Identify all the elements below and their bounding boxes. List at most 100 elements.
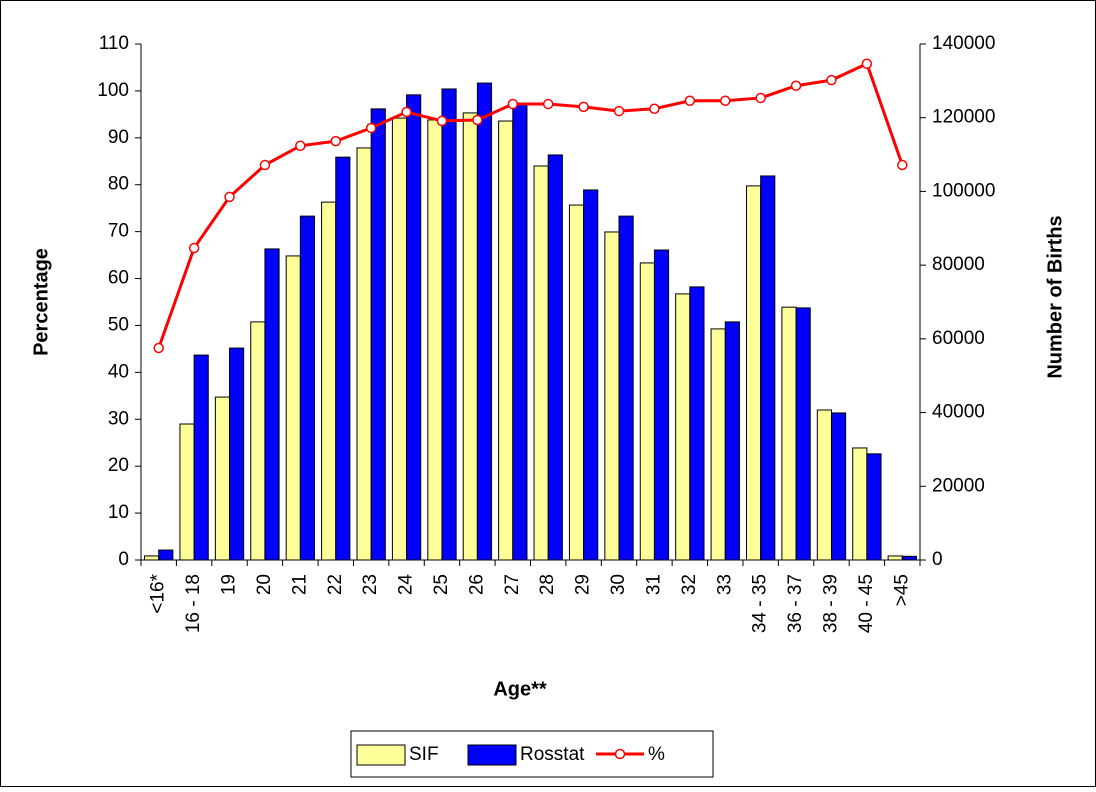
line-marker [755, 92, 766, 104]
bar [370, 108, 386, 561]
bar [653, 249, 670, 561]
bar [512, 103, 528, 561]
bar [250, 321, 266, 561]
bar [639, 262, 655, 561]
bar [547, 154, 563, 561]
x-tick-label: 36 - 37 [785, 574, 806, 633]
y-tick-label: 90 [108, 127, 129, 148]
line-marker [401, 106, 412, 118]
line-marker [330, 135, 341, 147]
line-marker [684, 95, 696, 107]
bar [406, 94, 422, 561]
bar [214, 396, 231, 561]
bar [533, 165, 549, 561]
y-tick-label: 40 [108, 361, 129, 382]
bar [618, 215, 634, 561]
line-marker [790, 80, 802, 91]
line [157, 61, 904, 349]
line-marker [259, 159, 271, 171]
x-tick-label: 21 [289, 574, 310, 595]
bar [498, 120, 514, 561]
y2-tick-label: 80000 [932, 254, 985, 275]
x-tick-label: 24 [396, 574, 417, 596]
line-marker [365, 122, 377, 134]
line-marker [613, 105, 625, 117]
x-tick-label: 19 [219, 574, 240, 595]
x-tick-label: <16* [148, 573, 169, 613]
y-tick-label: 110 [99, 33, 129, 54]
line-marker [578, 101, 589, 113]
y-tick-label: 0 [118, 549, 129, 570]
bar [830, 412, 847, 561]
legend-swatch [467, 744, 517, 766]
y-tick-label: 30 [108, 408, 129, 429]
bar [795, 307, 811, 561]
bar [299, 215, 316, 561]
bar [158, 549, 174, 561]
y-tick-label: 10 [108, 502, 129, 523]
line-marker [507, 98, 519, 110]
line-marker [897, 159, 908, 171]
x-tick-label: 27 [502, 574, 523, 595]
line-marker [295, 140, 306, 152]
bar [427, 119, 443, 561]
y-tick-label: 60 [108, 268, 129, 289]
bar [816, 409, 832, 561]
bar [852, 447, 868, 561]
y2-tick-label: 60000 [932, 328, 985, 349]
x-tick-label: 31 [643, 574, 664, 595]
bar [887, 555, 903, 561]
y2-tick-label: 120000 [932, 107, 995, 128]
bar [745, 185, 762, 561]
y-tick-label: 70 [108, 221, 129, 242]
x-tick-label: 28 [537, 574, 558, 595]
line-marker [720, 95, 731, 107]
bar [229, 347, 245, 561]
bar [285, 255, 301, 561]
x-tick-label: >45 [891, 574, 912, 606]
line-marker [826, 74, 837, 86]
x-tick-label: 23 [360, 574, 381, 595]
y2-axis-title: Number of Births [1044, 215, 1066, 378]
legend-swatch [356, 744, 406, 766]
bar [144, 555, 160, 561]
bar [568, 204, 585, 561]
line-marker [649, 103, 660, 114]
bar [901, 555, 917, 561]
bar [441, 88, 457, 561]
bar [710, 328, 726, 561]
x-tick-label: 33 [714, 574, 735, 595]
bar [781, 306, 797, 561]
x-tick-label: 34 - 35 [750, 574, 771, 633]
y-tick-label: 100 [97, 80, 129, 101]
x-tick-label: 20 [254, 574, 275, 595]
x-axis-title: Age** [493, 678, 547, 700]
y-tick-label: 80 [108, 174, 129, 195]
y-axis-title: Percentage [30, 248, 52, 356]
x-tick-label: 16 - 18 [183, 574, 204, 633]
legend-box [350, 730, 714, 778]
x-tick-label: 22 [325, 574, 346, 595]
line-marker [861, 58, 873, 69]
y-tick-label: 20 [108, 455, 129, 476]
legend-marker [614, 748, 626, 760]
bar [264, 248, 280, 561]
y-tick-label: 50 [108, 314, 129, 335]
line-marker [436, 115, 448, 127]
line-marker [153, 342, 164, 354]
x-tick-label: 29 [573, 574, 594, 595]
x-tick-label: 32 [679, 574, 700, 595]
y2-tick-label: 40000 [932, 402, 985, 423]
bar [760, 175, 776, 561]
legend-label: Rosstat [520, 744, 585, 765]
bar [356, 147, 372, 561]
line-marker [542, 98, 554, 110]
line-marker [188, 242, 200, 254]
bar [335, 156, 351, 561]
legend-label: SIF [409, 744, 439, 765]
bar [724, 321, 740, 561]
bar [462, 112, 478, 561]
x-tick-label: 30 [608, 574, 629, 595]
bar [689, 286, 705, 561]
